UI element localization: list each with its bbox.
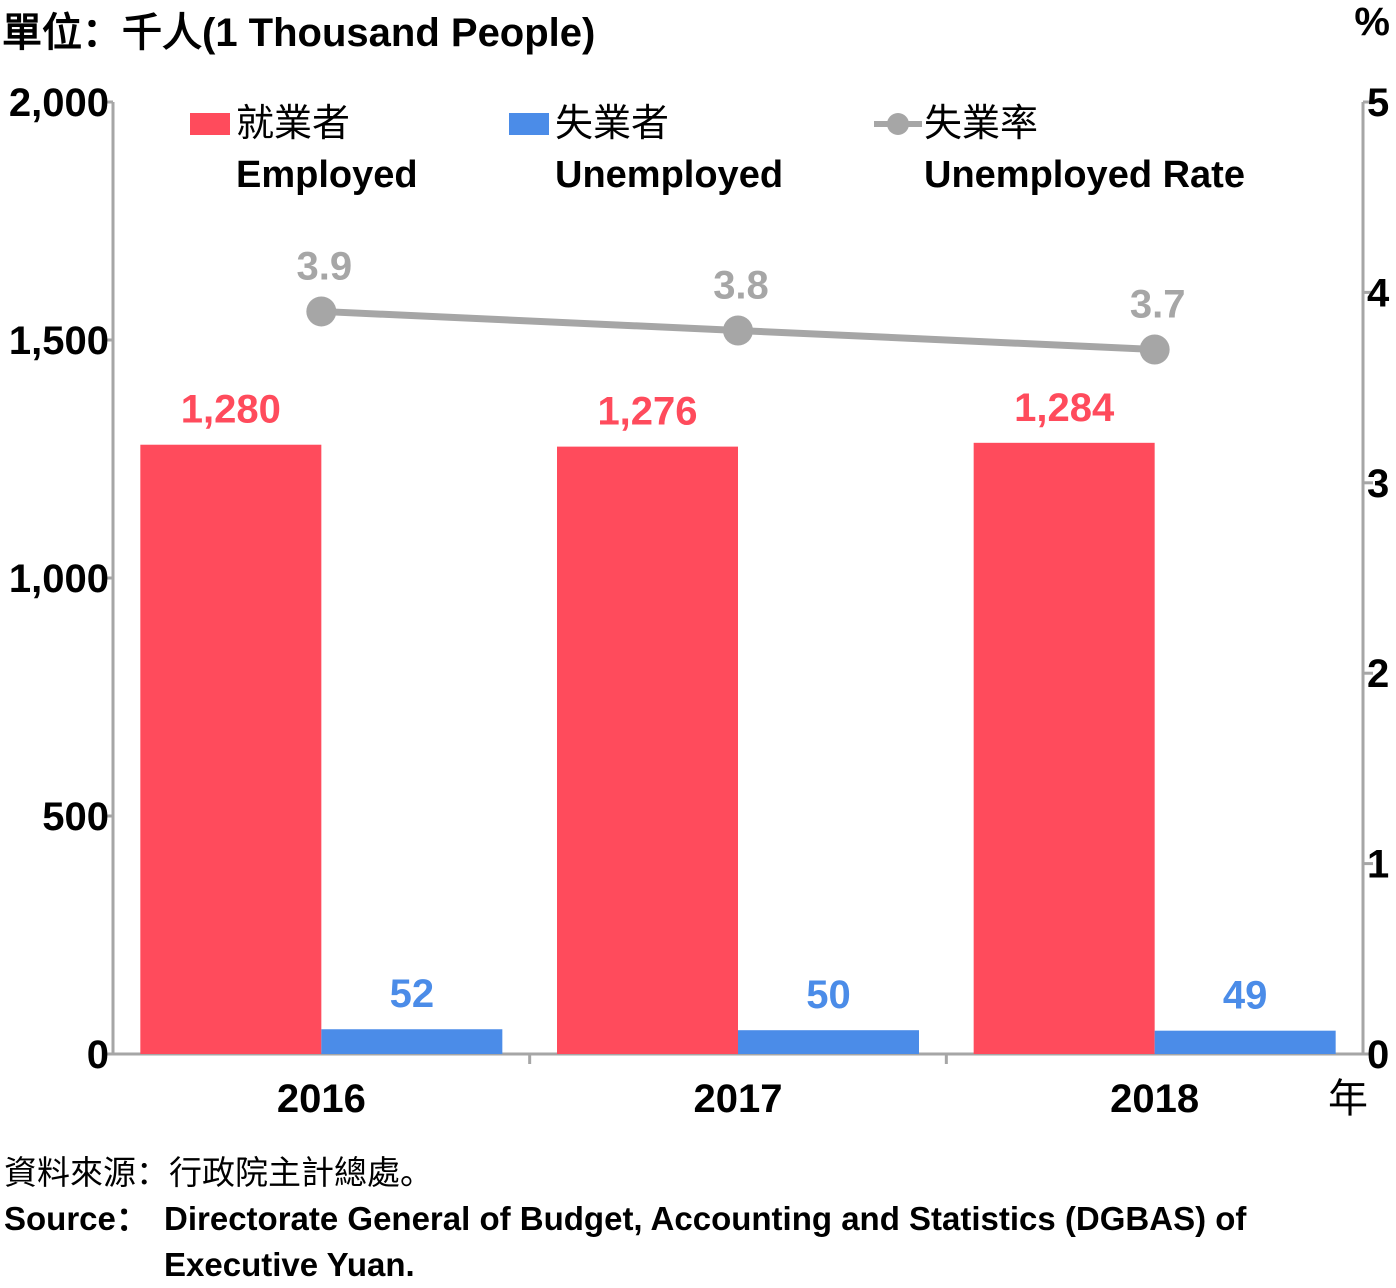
legend-rate-marker [874,113,922,135]
bar-unemployed [1154,1030,1336,1054]
legend-unemployed-en: Unemployed [555,154,784,196]
left-axis-unit-label: 單位：千人(1 Thousand People) [2,11,596,55]
source-en-text-1: Directorate General of Budget, Accountin… [164,1200,1247,1237]
bar-unemployed-value-label: 49 [1223,974,1268,1018]
legend-employed: 就業者 Employed [190,102,418,204]
right-axis-tick-label: 0 [1367,1033,1389,1077]
source-en-text-2: Executive Yuan. [164,1246,415,1283]
left-axis-tick-label: 500 [42,795,109,839]
x-axis-category-label: 2016 [277,1077,366,1121]
bar-unemployed-value-label: 50 [806,973,851,1017]
right-axis-tick-label: 3 [1367,462,1389,506]
source-note: 資料來源：行政院主計總處。 Source： Directorate Genera… [4,1150,1246,1288]
legend-employed-swatch [190,113,230,135]
legend-unemployed-rate: 失業率 Unemployed Rate [874,102,1245,204]
source-zh: 資料來源：行政院主計總處。 [4,1154,433,1191]
unemployed-rate-point [306,296,337,327]
source-en-label: Source： [4,1200,149,1237]
unemployed-rate-point [723,315,753,346]
legend-unemployed-rate-zh: 失業率 [924,103,1039,145]
bar-employed [973,442,1155,1054]
right-axis-tick-label: 1 [1367,843,1389,887]
unemployed-rate-point [1139,334,1170,365]
legend-unemployed-zh: 失業者 [555,103,670,145]
legend-unemployed-rate-en: Unemployed Rate [924,154,1245,196]
right-axis-unit-label: % [1354,0,1390,44]
bar-unemployed [738,1030,919,1054]
right-axis-tick-label: 4 [1367,271,1390,315]
unemployed-rate-value-label: 3.7 [1130,283,1186,327]
legend-unemployed-swatch [509,113,549,135]
x-axis-category-label: 2018 [1110,1077,1199,1121]
left-axis-tick-label: 2,000 [9,81,109,125]
bar-unemployed-value-label: 52 [390,972,435,1016]
right-axis-tick-label: 2 [1367,652,1389,696]
bar-employed [140,444,322,1055]
bar-employed-value-label: 1,276 [597,390,697,434]
right-axis-tick-label: 5 [1367,81,1389,125]
x-axis-category-label: 2017 [694,1077,783,1121]
left-axis-tick-label: 1,000 [9,557,109,601]
bar-employed [557,446,738,1054]
legend-employed-en: Employed [236,154,418,196]
bar-employed-value-label: 1,280 [181,388,281,432]
legend-employed-zh: 就業者 [236,103,351,145]
left-axis-tick-label: 0 [87,1033,109,1077]
bar-employed-value-label: 1,284 [1014,386,1115,430]
left-axis-tick-label: 1,500 [9,319,109,363]
unemployed-rate-value-label: 3.8 [713,263,769,307]
bar-unemployed [321,1029,503,1054]
legend-unemployed: 失業者 Unemployed [509,102,783,204]
unemployed-rate-value-label: 3.9 [297,244,353,288]
x-axis-unit-label: 年 [1328,1077,1368,1121]
